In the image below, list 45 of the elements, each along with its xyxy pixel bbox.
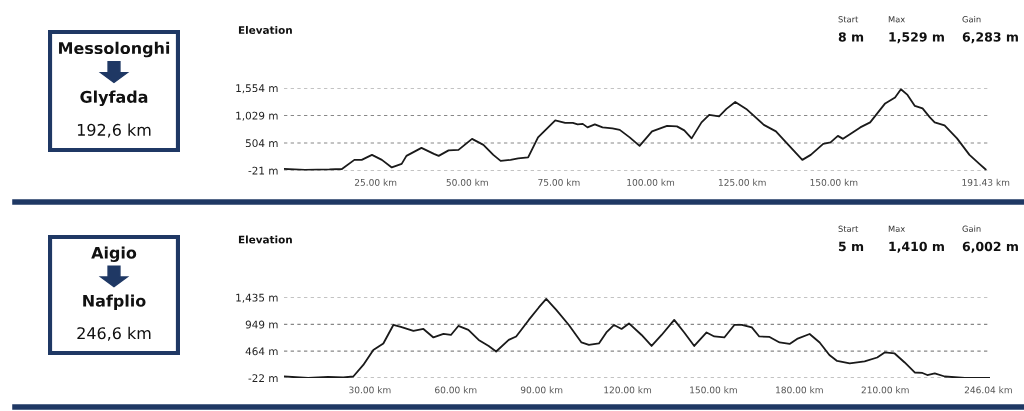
x-tick-label: 90.00 km	[520, 386, 563, 394]
y-tick-label: 949 m	[245, 320, 278, 329]
text: 246,6 km	[77, 326, 151, 341]
y-tick-label: 504 m	[245, 139, 278, 148]
text: Gain	[962, 225, 981, 232]
y-tick-label: 1,554 m	[236, 84, 278, 94]
text: Gain	[962, 15, 981, 23]
x-tick-label: 25.00 km	[354, 178, 397, 186]
text: 1,529 m	[889, 32, 944, 44]
y-tick-label: -22 m	[248, 374, 278, 382]
y-tick-label: 1,435 m	[236, 293, 278, 303]
text: Start	[838, 16, 859, 23]
text: 192,6 km	[77, 123, 151, 138]
x-tick-label: 75.00 km	[538, 178, 580, 186]
x-tick-label: 120.00 km	[604, 386, 652, 394]
text: Messolonghi	[59, 41, 170, 58]
text: 6,002 m	[962, 241, 1018, 253]
chart-title: Elevation	[238, 25, 292, 35]
x-tick-label: 50.00 km	[446, 178, 488, 186]
text: 5 m	[838, 241, 864, 252]
x-tick-label: 210.00 km	[861, 386, 909, 394]
y-tick-label: 1,029 m	[236, 111, 278, 121]
x-tick-label: 180.00 km	[776, 386, 823, 394]
x-tick-label: 150.00 km	[690, 386, 737, 394]
x-tick-label: 60.00 km	[435, 386, 477, 394]
y-tick-label: 464 m	[245, 347, 278, 356]
x-tick-label: 150.00 km	[810, 178, 858, 186]
line-series	[284, 297, 990, 378]
x-tick-label: 246.04 km	[964, 386, 1012, 394]
x-tick-label: 125.00 km	[718, 178, 766, 186]
line-series	[284, 88, 987, 171]
text: Start	[838, 225, 859, 232]
text: Aigio	[91, 246, 137, 262]
x-tick-label: 191.43 km	[962, 178, 1010, 186]
text: 6,283 m	[962, 32, 1018, 44]
text: 1,410 m	[889, 241, 944, 253]
y-tick-label: -21 m	[248, 166, 278, 175]
text: Max	[888, 16, 905, 23]
x-tick-label: 30.00 km	[349, 386, 391, 394]
text: Max	[888, 225, 905, 232]
text: 8 m	[838, 32, 864, 42]
x-tick-label: 100.00 km	[627, 178, 675, 186]
text: Nafplio	[83, 294, 146, 310]
chart-title: Elevation	[238, 235, 292, 244]
text: Glyfada	[80, 90, 148, 107]
